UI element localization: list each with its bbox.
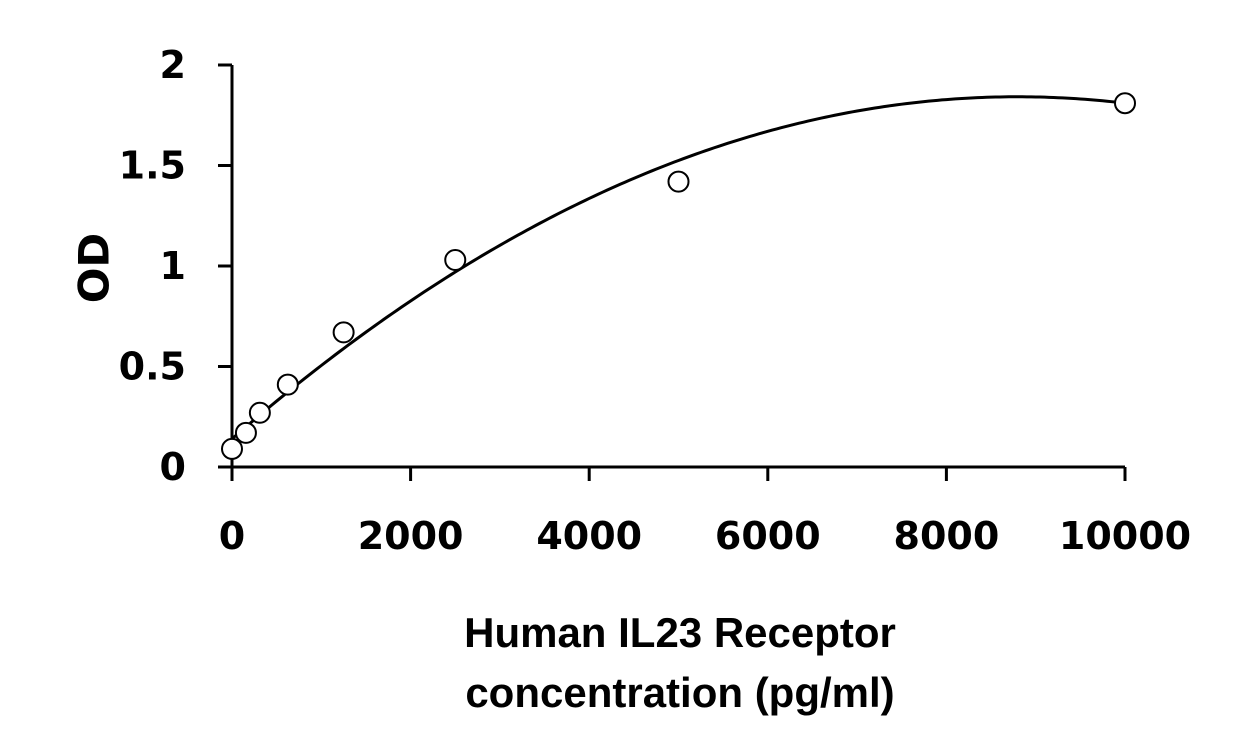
data-point [248,401,271,424]
data-point [221,437,243,460]
plot-area [231,95,1126,440]
x-axis-title-line-2: concentration (pg/ml) [465,669,894,716]
fit-curve [231,95,1126,440]
data-points [221,92,1136,460]
x-tick-label: 4000 [536,514,642,558]
x-axis-title-line-1: Human IL23 Receptor [464,609,896,656]
x-tick-label: 6000 [715,514,821,558]
data-point [444,248,467,271]
data-point [276,373,299,396]
labels: OD Human IL23 Receptor concentration (pg… [70,233,896,716]
y-tick-label: 2 [160,43,186,87]
data-point [667,170,690,193]
data-point [234,421,257,444]
y-tick-label: 0 [160,445,186,489]
data-point [332,321,355,344]
data-point [1114,92,1136,115]
x-tick-label: 2000 [358,514,464,558]
x-tick-label: 10000 [1059,514,1191,558]
y-axis-title: OD [70,233,119,304]
y-tick-label: 1 [160,244,186,288]
y-tick-label: 1.5 [119,144,186,188]
x-tick-label: 8000 [894,514,1000,558]
x-tick-label: 0 [219,514,245,558]
axes: 0 0.5 1 1.5 2 0 2000 4000 6000 8000 10000 [119,43,1191,558]
y-tick-label: 0.5 [119,345,186,389]
